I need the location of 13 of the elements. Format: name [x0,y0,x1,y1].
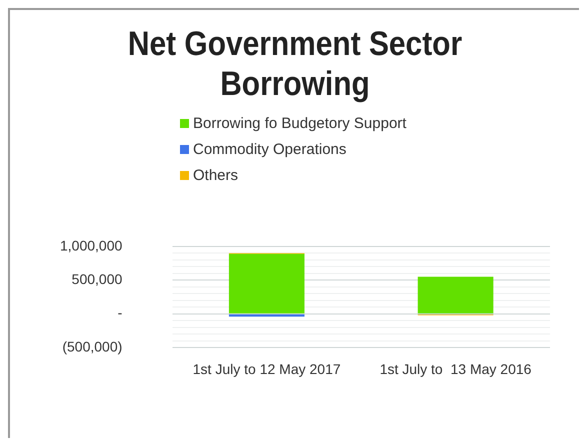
chart-title: Net Government Sector Borrowing [126,24,463,104]
y-tick-label: 500,000 [72,270,122,287]
x-tick-label: 1st July to 12 May 2017 [192,360,341,377]
y-tick-label: 1,000,000 [60,237,122,254]
legend-label: Commodity Operations [193,140,346,158]
legend-label: Borrowing fo Budgetory Support [193,114,406,132]
bar [228,254,304,314]
x-tick-label: 1st July to 13 May 2016 [380,360,532,377]
bar [228,314,304,317]
legend-label: Others [193,166,238,184]
y-tick-label: (500,000) [62,338,122,354]
y-tick-label: - [118,304,123,321]
bar [418,276,494,314]
